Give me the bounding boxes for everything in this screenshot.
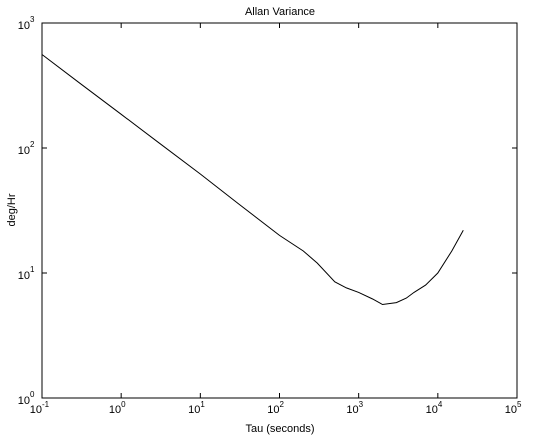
plot-frame — [41, 22, 518, 399]
x-tick-exponent: -1 — [42, 400, 50, 409]
x-tick-exponent: 0 — [121, 400, 126, 409]
x-tick-exponent: 1 — [200, 400, 205, 409]
x-tick-exponent: 4 — [438, 400, 443, 409]
y-tick-exponent: 2 — [30, 140, 35, 149]
x-tick-label: 10 — [109, 404, 121, 416]
x-tick-label: 10 — [188, 404, 200, 416]
y-axis-label: deg/Hr — [6, 193, 18, 226]
y-tick-label: 10 — [18, 20, 30, 32]
y-tick-exponent: 3 — [30, 15, 35, 24]
data-line — [41, 54, 464, 306]
y-tick-label: 10 — [18, 270, 30, 282]
x-tick-label: 10 — [30, 404, 42, 416]
x-tick-exponent: 5 — [517, 400, 522, 409]
x-axis-label: Tau (seconds) — [245, 423, 314, 435]
x-tick-exponent: 3 — [359, 400, 364, 409]
y-tick-label: 10 — [18, 145, 30, 157]
x-tick-label: 10 — [505, 404, 517, 416]
x-tick-exponent: 2 — [280, 400, 285, 409]
y-tick-exponent: 0 — [30, 390, 35, 399]
y-tick-label: 10 — [18, 395, 30, 407]
x-tick-label: 10 — [426, 404, 438, 416]
y-tick-exponent: 1 — [30, 265, 35, 274]
chart-title: Allan Variance — [245, 6, 315, 18]
x-tick-label: 10 — [346, 404, 358, 416]
x-tick-label: 10 — [267, 404, 279, 416]
